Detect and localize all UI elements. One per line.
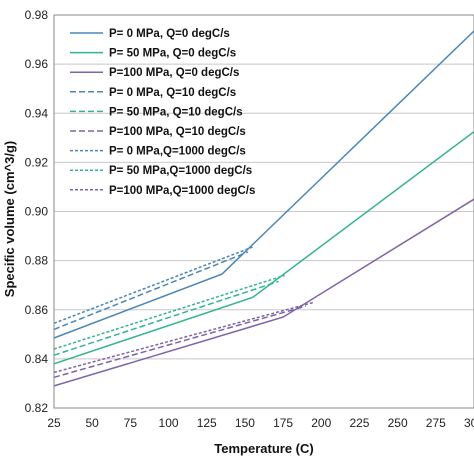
legend-label: P= 50 MPa,Q=1000 degC/s	[109, 165, 252, 177]
x-tick-label: 50	[86, 416, 100, 430]
y-tick-label: 0.92	[25, 155, 49, 169]
series-line-6	[53, 305, 307, 379]
legend-label: P= 50 MPa, Q=10 degC/s	[109, 106, 243, 118]
legend-label: P= 0 MPa,Q=1000 degC/s	[109, 146, 246, 158]
y-tick-label: 0.82	[25, 401, 49, 415]
x-tick-label: 125	[197, 416, 217, 430]
legend-label: P=100 MPa, Q=0 degC/s	[109, 67, 239, 79]
y-tick-label: 0.90	[25, 205, 49, 219]
x-tick-label: 250	[388, 416, 408, 430]
x-tick-label: 200	[311, 416, 331, 430]
series-line-8	[53, 274, 285, 350]
y-axis-title: Specific volume (cm^3/g)	[2, 141, 17, 297]
y-tick-label: 0.84	[25, 352, 49, 366]
x-tick-label: 100	[159, 416, 179, 430]
x-tick-label: 25	[47, 416, 61, 430]
y-tick-labels: 0.82 0.84 0.86 0.88 0.90 0.92 0.94 0.96 0.98	[25, 8, 49, 415]
y-tick-label: 0.96	[25, 57, 49, 71]
y-tick-label: 0.98	[25, 8, 49, 22]
series-line-4	[53, 251, 249, 331]
x-tick-label: 275	[426, 416, 446, 430]
x-axis-title: Temperature (C)	[214, 441, 313, 456]
legend-label: P= 0 MPa, Q=0 degC/s	[109, 28, 230, 40]
legend-label: P= 0 MPa, Q=10 degC/s	[109, 87, 236, 99]
series-line-1	[53, 30, 474, 339]
x-tick-label: 75	[124, 416, 138, 430]
series-layer	[53, 30, 474, 387]
y-tick-label: 0.88	[25, 254, 49, 268]
y-tick-label: 0.86	[25, 303, 49, 317]
legend-label: P= 50 MPa, Q=0 degC/s	[109, 48, 236, 60]
x-tick-label: 175	[273, 416, 293, 430]
legend: P= 0 MPa, Q=0 degC/s P= 50 MPa, Q=0 degC/…	[70, 28, 255, 197]
legend-label: P=100 MPa, Q=10 degC/s	[109, 126, 246, 138]
x-tick-label: 225	[349, 416, 369, 430]
series-line-7	[53, 246, 253, 325]
x-tick-labels: 25 50 75 100 125 150 175 200 225 250 275 300	[47, 416, 474, 430]
y-tick-label: 0.94	[25, 106, 49, 120]
x-tick-label: 150	[235, 416, 255, 430]
plot-border	[53, 14, 474, 409]
series-line-2	[53, 131, 474, 365]
x-tick-label: 300	[464, 416, 474, 430]
series-line-5	[53, 280, 279, 356]
legend-label: P=100 MPa,Q=1000 degC/s	[109, 185, 255, 197]
series-line-3	[53, 198, 474, 387]
